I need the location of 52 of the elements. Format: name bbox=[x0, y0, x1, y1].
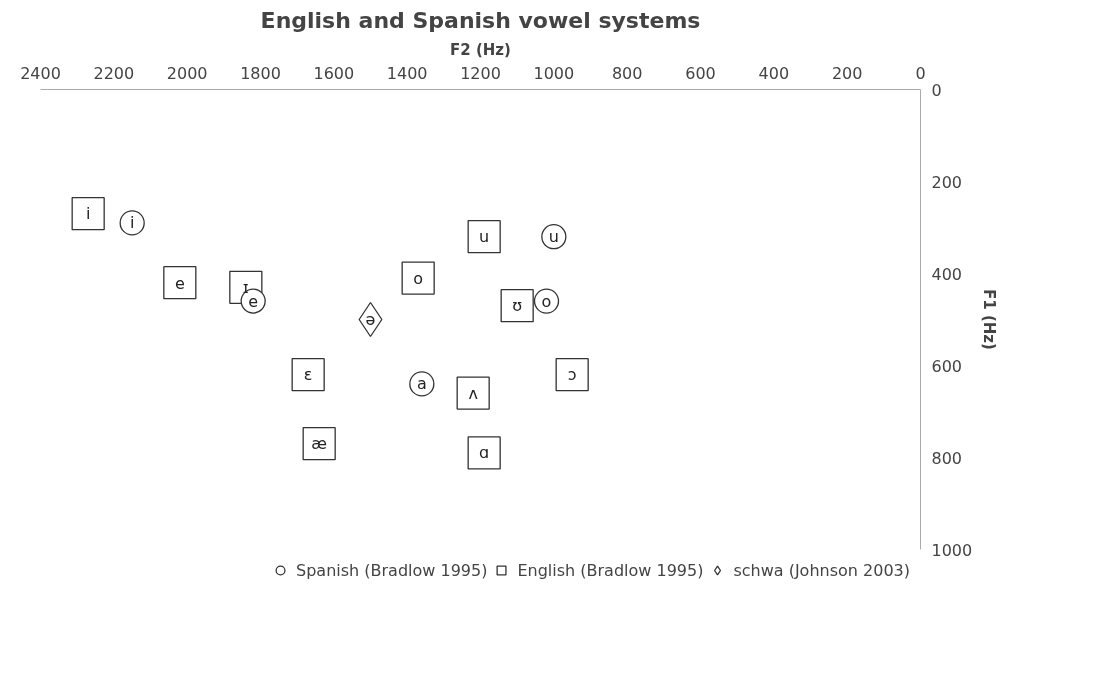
point bbox=[291, 358, 325, 392]
annotation: æ bbox=[311, 434, 328, 454]
x-tick-label: 1800 bbox=[240, 63, 281, 83]
annotation: ɑ bbox=[479, 443, 490, 463]
x-tick-label: 600 bbox=[685, 63, 716, 83]
annotation: e bbox=[174, 273, 185, 293]
annotation: o bbox=[541, 291, 552, 311]
annotation: ʌ bbox=[468, 383, 478, 403]
annotation: ɪ bbox=[242, 277, 249, 297]
y-tick-label: 200 bbox=[931, 172, 963, 192]
legend-label: English (Bradlow 1995) bbox=[517, 560, 704, 580]
point bbox=[456, 376, 490, 410]
annotation: o bbox=[413, 268, 424, 288]
x-tick-label: 1200 bbox=[460, 63, 501, 83]
x-tick-label: 200 bbox=[831, 63, 863, 83]
point bbox=[467, 436, 501, 470]
y-tick-label: 800 bbox=[931, 448, 963, 468]
point bbox=[467, 220, 501, 254]
y-axis-title: F1 (Hz) bbox=[980, 289, 999, 350]
annotation: i bbox=[85, 204, 91, 224]
annotation: e bbox=[248, 292, 259, 312]
annotation: ʊ bbox=[512, 296, 523, 316]
annotation: ɔ bbox=[567, 365, 577, 385]
legend-label: schwa (Johnson 2003) bbox=[733, 560, 910, 580]
x-tick-label: 1600 bbox=[313, 63, 355, 83]
annotation: a bbox=[416, 374, 427, 394]
x-tick-label: 1400 bbox=[386, 63, 428, 83]
point bbox=[555, 358, 589, 392]
x-tick-label: 2000 bbox=[166, 63, 208, 83]
y-tick-label: 0 bbox=[931, 80, 942, 100]
y-tick-label: 1000 bbox=[931, 540, 973, 560]
x-tick-label: 0 bbox=[915, 63, 926, 83]
x-tick-label: 1000 bbox=[533, 63, 575, 83]
x-axis-title: F2 (Hz) bbox=[450, 40, 511, 59]
annotation: ə bbox=[365, 310, 376, 329]
point bbox=[401, 261, 435, 295]
x-tick-label: 400 bbox=[758, 63, 790, 83]
legend-label: Spanish (Bradlow 1995) bbox=[296, 560, 488, 580]
x-tick-label: 2200 bbox=[93, 63, 135, 83]
annotation: u bbox=[548, 227, 559, 247]
chart-title: English and Spanish vowel systems bbox=[260, 7, 701, 33]
x-tick-label: 800 bbox=[611, 63, 643, 83]
y-tick-label: 400 bbox=[931, 264, 963, 284]
point bbox=[163, 266, 197, 300]
x-tick-label: 2400 bbox=[20, 63, 61, 83]
point bbox=[119, 210, 145, 236]
point bbox=[71, 197, 105, 231]
annotation: ɛ bbox=[303, 365, 313, 385]
annotation: i bbox=[129, 213, 135, 233]
annotation: u bbox=[479, 227, 490, 247]
point bbox=[500, 289, 534, 323]
y-tick-label: 600 bbox=[931, 356, 963, 376]
